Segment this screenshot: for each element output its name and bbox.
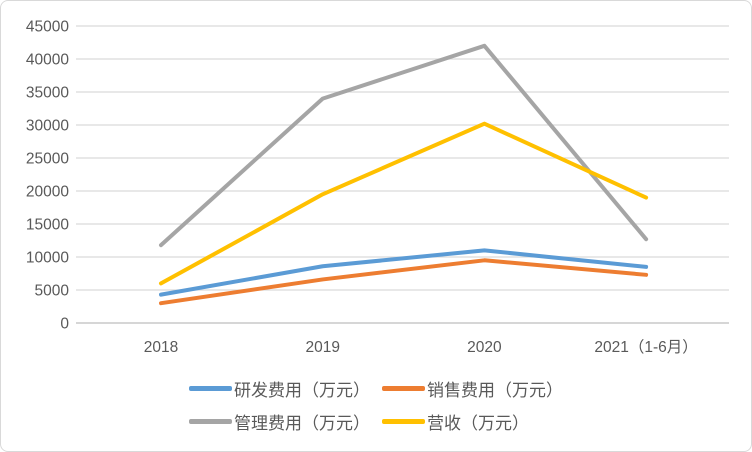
legend-item-revenue: 营收（万元） [382,409,529,434]
series-line-revenue [159,121,649,286]
series-line-rd-expense [159,248,649,297]
legend-label: 研发费用（万元） [234,381,370,400]
legend-item-admin-expense: 管理费用（万元） [189,409,370,434]
legend-block: 研发费用（万元） 销售费用（万元） 管理费用（万元） 营收（万元） [189,372,563,438]
y-axis-tick-label: 35000 [26,85,69,102]
y-axis-tick-label: 40000 [26,52,69,69]
legend-item-sales-expense: 销售费用（万元） [382,376,563,401]
legend-label: 管理费用（万元） [234,414,370,433]
chart-legend: 研发费用（万元） 销售费用（万元） 管理费用（万元） 营收（万元） [1,372,751,438]
legend-line-swatch [382,386,425,391]
y-axis-tick-label: 15000 [26,217,69,234]
y-axis-tick-label: 5000 [35,283,70,300]
legend-label: 销售费用（万元） [427,381,563,400]
y-axis-tick-label: 0 [60,316,69,333]
legend-item-rd-expense: 研发费用（万元） [189,376,370,401]
y-axis-tick-label: 20000 [26,184,69,201]
x-axis-label: 2019 [305,339,339,356]
legend-row: 管理费用（万元） 营收（万元） [189,405,529,438]
x-axis-label: 2020 [467,339,502,356]
y-axis-tick-label: 25000 [26,151,69,168]
x-axis-label: 2021（1-6月） [594,339,697,356]
legend-line-swatch [189,386,232,391]
legend-label: 营收（万元） [427,414,529,433]
legend-line-swatch [189,419,232,424]
x-axis-label: 2018 [144,339,178,356]
y-axis-tick-label: 30000 [26,118,69,135]
series-line-sales-expense [159,258,649,306]
y-axis-tick-label: 45000 [26,19,69,36]
legend-line-swatch [382,419,425,424]
legend-row: 研发费用（万元） 销售费用（万元） [189,372,563,405]
y-axis-tick-label: 10000 [26,250,69,267]
series-line-admin-expense [159,43,649,248]
